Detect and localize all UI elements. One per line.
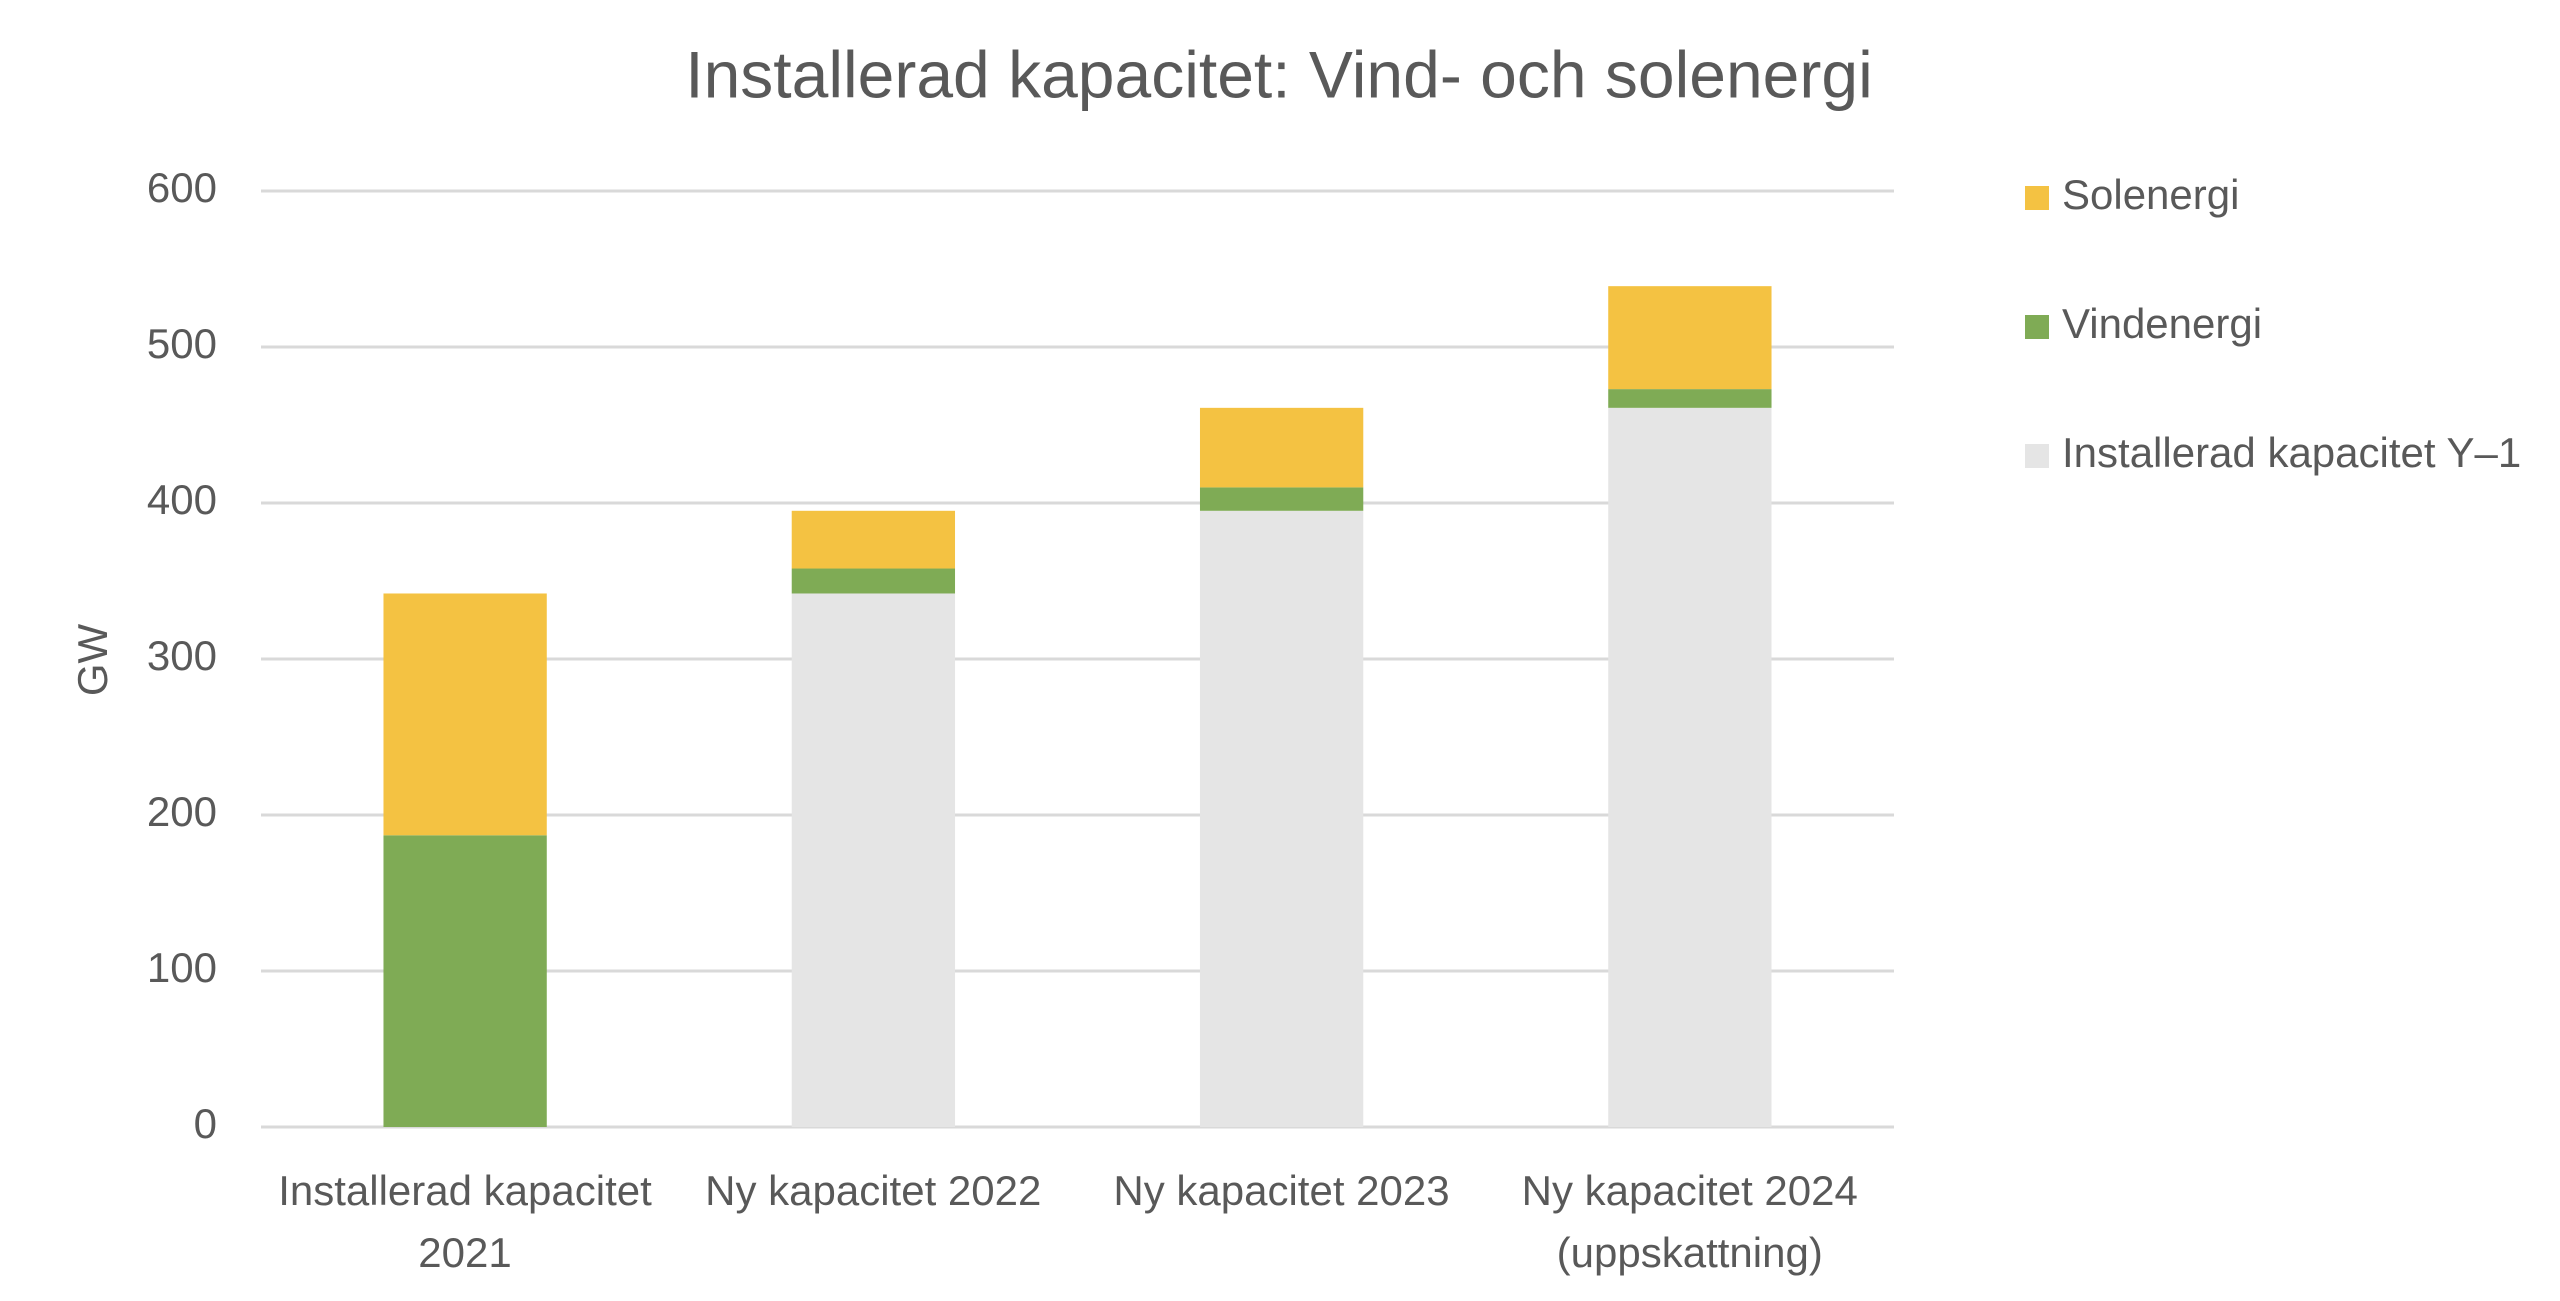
y-tick-label: 500 bbox=[147, 320, 217, 367]
bar-segment bbox=[1608, 407, 1772, 1128]
legend-swatch bbox=[2025, 444, 2049, 468]
bar-segment bbox=[1199, 487, 1364, 511]
x-tick-label: Ny kapacitet 2024 (uppskattning) bbox=[1521, 1167, 1858, 1276]
y-tick-label: 200 bbox=[147, 788, 217, 835]
x-tick-label: Installerad kapacitet 2021 bbox=[278, 1167, 652, 1276]
y-tick-label: 0 bbox=[194, 1100, 217, 1147]
bar-segment bbox=[1608, 389, 1772, 408]
y-tick-label: 300 bbox=[147, 632, 217, 679]
y-tick-label: 100 bbox=[147, 944, 217, 991]
bar-segment bbox=[383, 593, 547, 836]
bar-segment bbox=[791, 510, 956, 569]
legend-label: Solenergi bbox=[2062, 171, 2239, 218]
y-axis-label: GW bbox=[69, 623, 116, 696]
bar-segment bbox=[791, 593, 956, 1127]
legend-label: Vindenergi bbox=[2062, 300, 2262, 347]
bar-segment bbox=[1199, 407, 1364, 488]
x-tick-label: Ny kapacitet 2023 bbox=[1113, 1167, 1450, 1214]
legend-swatch bbox=[2025, 315, 2049, 339]
bar-segment bbox=[791, 568, 956, 594]
y-tick-label: 600 bbox=[147, 164, 217, 211]
legend-label: Installerad kapacitet Y–1 bbox=[2062, 429, 2521, 476]
bar-segment bbox=[383, 835, 547, 1127]
bar-segment bbox=[1608, 286, 1772, 390]
chart-title: Installerad kapacitet: Vind- och solener… bbox=[685, 37, 1872, 111]
legend-swatch bbox=[2025, 186, 2049, 210]
bar-segment bbox=[1199, 510, 1364, 1127]
x-tick-label: Ny kapacitet 2022 bbox=[705, 1167, 1042, 1214]
y-tick-label: 400 bbox=[147, 476, 217, 523]
